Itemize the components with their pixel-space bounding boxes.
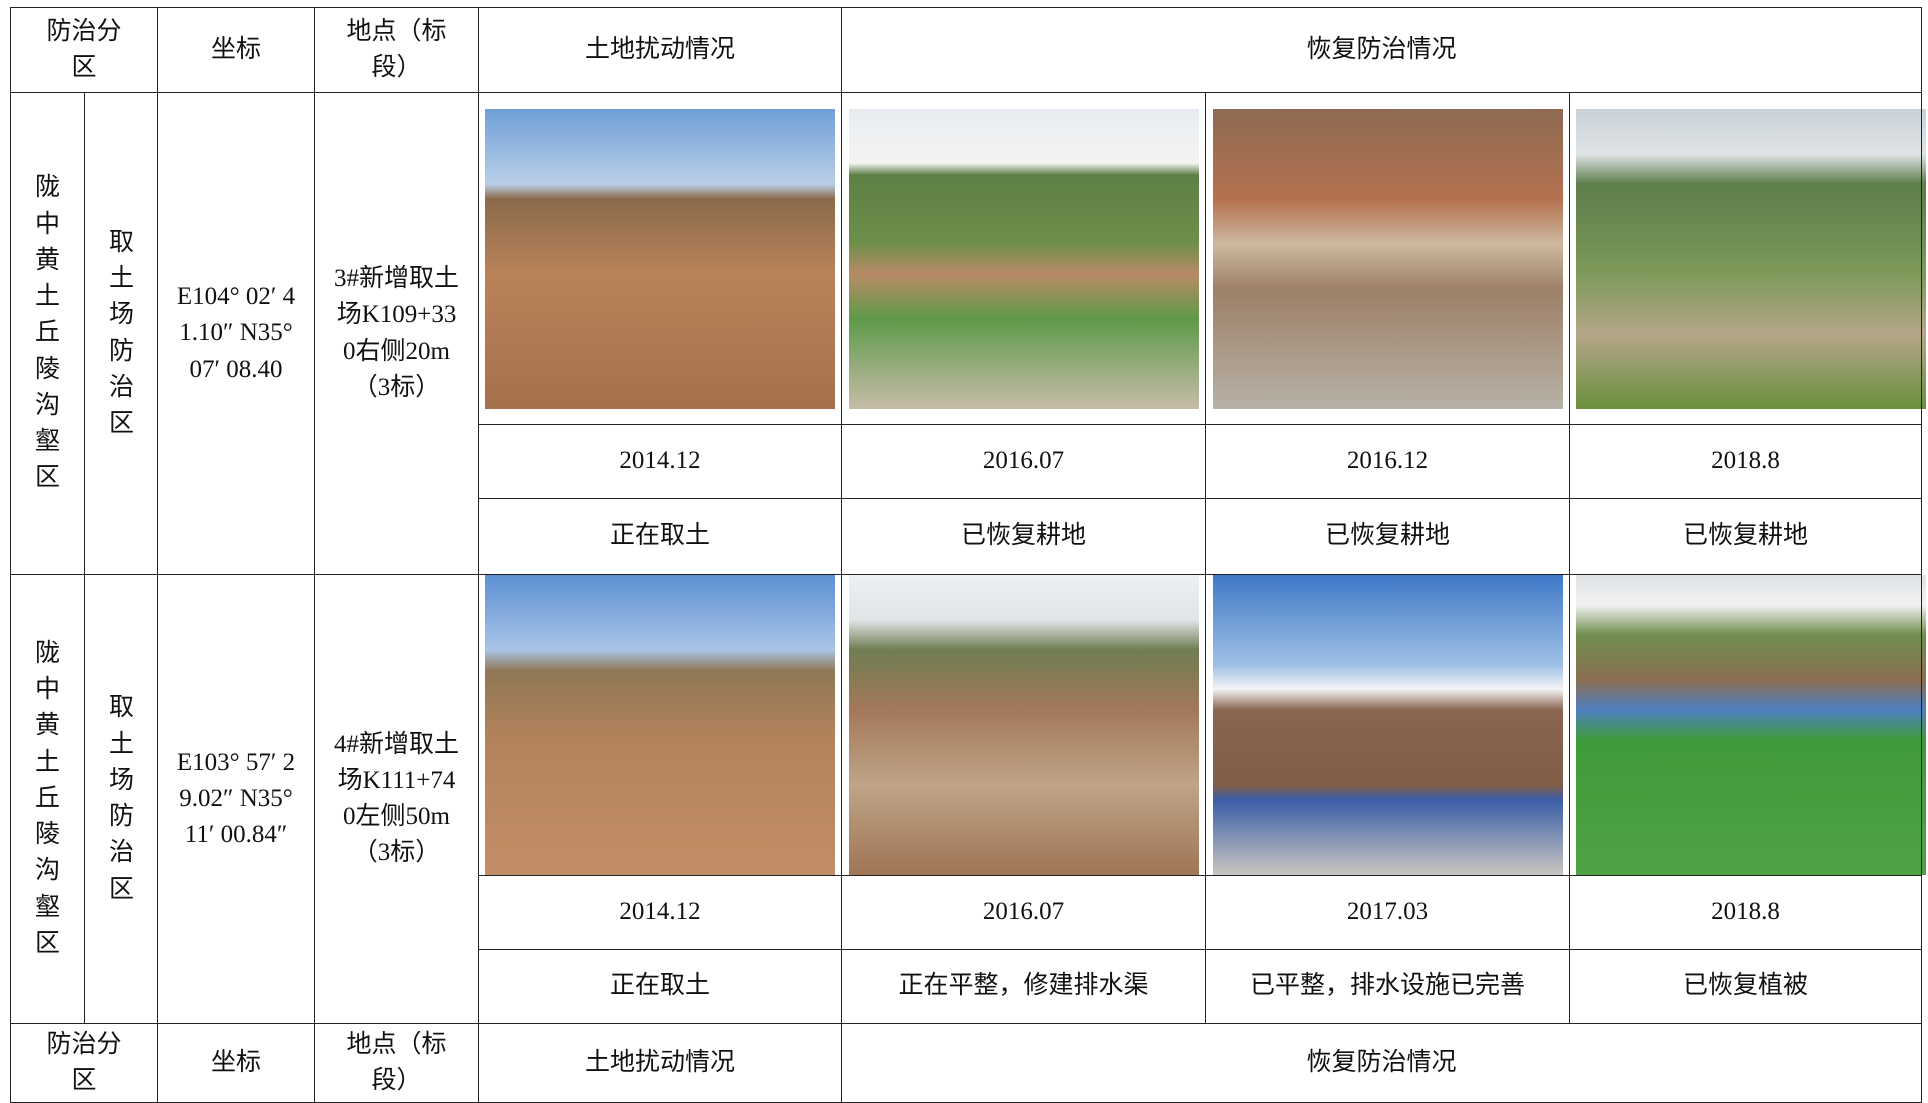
header-zone: 防治分区 [9, 7, 159, 93]
photo [1576, 108, 1927, 409]
date: 2018.8 [1569, 424, 1923, 499]
header-location: 地点（标段） [314, 7, 480, 93]
subzone: 取土场防治区 [83, 574, 159, 1024]
header-coord: 坐标 [157, 7, 316, 93]
photo-cell [478, 92, 843, 425]
status: 已恢复耕地 [1569, 498, 1923, 575]
photo [1212, 108, 1563, 409]
photo-cell [1205, 92, 1571, 425]
header-disturbance: 土地扰动情况 [478, 7, 843, 93]
status: 正在取土 [478, 949, 843, 1024]
header-location: 地点（标段） [314, 1023, 480, 1103]
location: 4#新增取土场K111+740左侧50m（3标） [314, 574, 480, 1024]
table-row: 防治分区 坐标 地点（标段） 土地扰动情况 恢复防治情况 [9, 1023, 1923, 1103]
table-row: 防治分区 坐标 地点（标段） 土地扰动情况 恢复防治情况 [9, 7, 1923, 93]
photo [485, 575, 836, 875]
header-recovery: 恢复防治情况 [841, 7, 1923, 93]
photo [848, 108, 1199, 409]
status: 已平整，排水设施已完善 [1205, 949, 1571, 1024]
coordinates: E104° 02′ 41.10″ N35° 07′ 08.40 [157, 92, 316, 575]
photo [485, 108, 836, 409]
table-row: 正在取土 正在平整，修建排水渠 已平整，排水设施已完善 已恢复植被 [11, 949, 1923, 1024]
zone: 陇中黄土丘陵沟壑区 [10, 92, 85, 575]
header-coord: 坐标 [157, 1023, 316, 1103]
header-zone: 防治分区 [9, 1023, 159, 1103]
photo [1212, 575, 1563, 875]
status: 已恢复耕地 [841, 498, 1207, 575]
status: 已恢复耕地 [1205, 498, 1571, 575]
date: 2016.07 [841, 875, 1207, 950]
table-body: 防治分区 坐标 地点（标段） 土地扰动情况 恢复防治情况 陇中黄土丘陵沟壑区 取土场防治区 E… [9, 7, 1927, 1103]
photo-cell [841, 574, 1207, 876]
photo-cell [841, 92, 1207, 425]
photo [848, 575, 1199, 875]
location: 3#新增取土场K109+330右侧20m（3标） [314, 92, 480, 575]
header-recovery: 恢复防治情况 [841, 1023, 1923, 1103]
date: 2017.03 [1205, 875, 1571, 950]
date: 2018.8 [1569, 875, 1923, 950]
date: 2016.12 [1205, 424, 1571, 499]
zone: 陇中黄土丘陵沟壑区 [10, 574, 85, 1024]
header-disturbance: 土地扰动情况 [478, 1023, 843, 1103]
photo-cell [478, 574, 843, 876]
photo [1576, 575, 1927, 875]
photo-cell [1569, 574, 1927, 876]
subzone: 取土场防治区 [83, 92, 159, 575]
table-row: 2014.12 2016.07 2017.03 2018.8 [11, 875, 1923, 950]
status: 已恢复植被 [1569, 949, 1923, 1024]
date: 2014.12 [478, 424, 843, 499]
photo-cell [1569, 92, 1927, 425]
photo-cell [1205, 574, 1571, 876]
table-row: 正在取土 已恢复耕地 已恢复耕地 已恢复耕地 [11, 498, 1923, 575]
date: 2016.07 [841, 424, 1207, 499]
coordinates: E103° 57′ 29.02″ N35° 11′ 00.84″ [157, 574, 316, 1024]
record-table: 防治分区 坐标 地点（标段） 土地扰动情况 恢复防治情况 陇中黄土丘陵沟壑区 取土场防治区 E… [9, 7, 1927, 1103]
table-row: 陇中黄土丘陵沟壑区 取土场防治区 E103° 57′ 29.02″ N35° 11′… [10, 574, 1927, 1024]
date: 2014.12 [478, 875, 843, 950]
table-row: 陇中黄土丘陵沟壑区 取土场防治区 E104° 02′ 41.10″ N35° 07′… [10, 92, 1927, 575]
status: 正在平整，修建排水渠 [841, 949, 1207, 1024]
status: 正在取土 [478, 498, 843, 575]
